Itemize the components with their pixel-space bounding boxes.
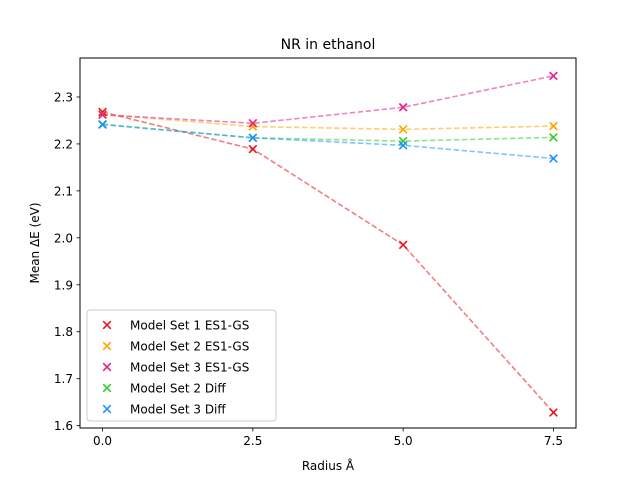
legend-label-1: Model Set 1 ES1-GS — [130, 319, 249, 333]
y-tick-label: 1.6 — [54, 419, 73, 433]
data-point-s3-2 — [248, 118, 258, 128]
chart-title: NR in ethanol — [281, 37, 376, 53]
series-line-2 — [102, 113, 554, 131]
legend-label-4: Model Set 2 Diff — [130, 382, 226, 396]
x-axis-label: Radius Å — [302, 458, 355, 473]
legend-label-3: Model Set 3 ES1-GS — [130, 361, 249, 375]
plot-marks — [98, 71, 558, 417]
data-point-s1-4 — [549, 408, 558, 417]
x-tick-label: 7.5 — [544, 434, 563, 448]
data-point-s2-4 — [549, 121, 558, 131]
data-point-s1-3 — [398, 240, 408, 250]
legend-marker-4 — [102, 383, 112, 393]
legend-marker-3 — [102, 362, 112, 372]
data-point-s4-4 — [549, 132, 558, 142]
axes-frame — [79, 57, 577, 429]
data-point-s5-2 — [248, 133, 258, 143]
legend-box — [86, 309, 277, 422]
legend-label-5: Model Set 3 Diff — [130, 403, 226, 417]
data-point-s5-4 — [549, 154, 558, 163]
series-line-5 — [102, 123, 554, 160]
y-tick-label: 2.0 — [54, 231, 73, 245]
y-tick-label: 2.1 — [54, 184, 73, 198]
legend-marker-2 — [102, 341, 112, 351]
y-tick-label: 1.8 — [54, 325, 73, 339]
y-tick-label: 1.9 — [54, 278, 73, 292]
data-point-s3-1 — [98, 110, 107, 120]
x-tick-label: 0.0 — [93, 434, 112, 448]
y-tick-label: 1.7 — [54, 372, 73, 386]
data-point-s2-2 — [248, 122, 258, 131]
legend: Model Set 1 ES1-GS Model Set 2 ES1-GS Mode… — [86, 309, 277, 422]
y-tick-label: 2.3 — [54, 90, 73, 104]
data-point-s3-3 — [398, 102, 408, 112]
y-axis-ticks: 1.6 1.7 1.8 1.9 2.0 2.1 2.2 2.3 — [54, 90, 80, 433]
series-line-3 — [102, 75, 554, 125]
legend-marker-1 — [102, 320, 112, 330]
legend-marker-5 — [102, 404, 112, 414]
data-point-s2-3 — [398, 125, 408, 134]
data-point-s3-4 — [549, 71, 558, 81]
y-axis-label: Mean ΔE (eV) — [28, 202, 42, 283]
x-tick-label: 5.0 — [394, 434, 413, 448]
data-point-s1-2 — [248, 144, 258, 154]
data-point-s5-1 — [98, 120, 107, 130]
x-tick-label: 2.5 — [243, 434, 262, 448]
x-axis-ticks: 0.0 2.5 5.0 7.5 — [93, 428, 563, 448]
data-point-s5-3 — [398, 140, 408, 150]
y-tick-label: 2.2 — [54, 137, 73, 151]
legend-label-2: Model Set 2 ES1-GS — [130, 340, 249, 354]
data-point-s1-1 — [98, 107, 107, 117]
